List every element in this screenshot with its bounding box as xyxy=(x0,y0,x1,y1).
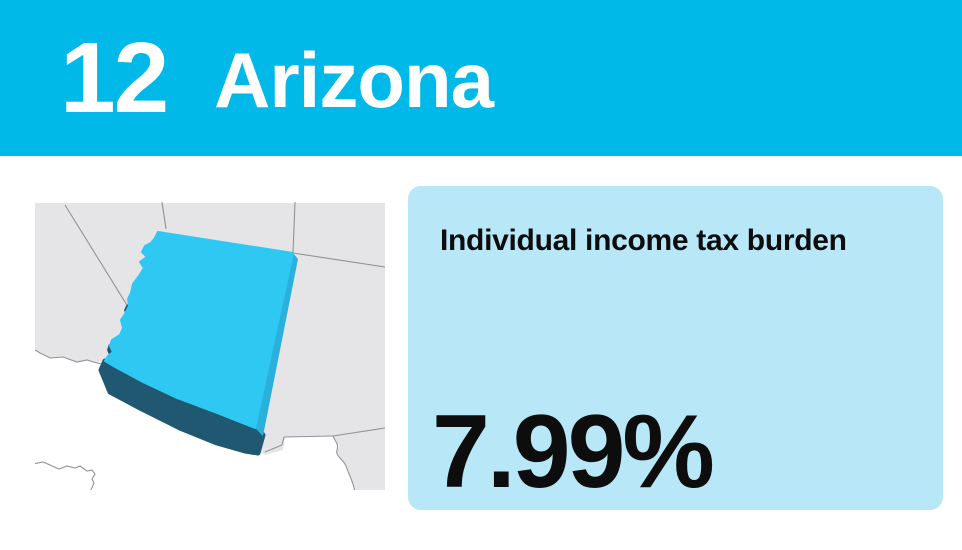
arizona-3d-map xyxy=(32,201,386,493)
border-nv-ut xyxy=(161,201,167,230)
border-nm-tx xyxy=(332,427,386,437)
state-title: Arizona xyxy=(214,36,494,124)
stat-title: Individual income tax burden xyxy=(440,224,847,257)
rank-number: 12 xyxy=(60,22,169,134)
stat-value: 7.99% xyxy=(432,394,715,510)
stat-card: Individual income tax burden 7.99% xyxy=(408,186,943,510)
border-ut-co xyxy=(292,201,296,254)
border-ca-coast xyxy=(34,349,108,366)
baja-coast-shape xyxy=(32,461,96,493)
header-bar: 12 Arizona xyxy=(0,0,962,156)
arizona-side-face xyxy=(255,253,298,436)
border-rio-grande xyxy=(332,435,356,493)
border-co-nm xyxy=(292,252,386,268)
border-ca-nv xyxy=(64,204,131,311)
border-nm-south xyxy=(264,435,334,453)
river-notch-2 xyxy=(107,344,114,357)
map-panel xyxy=(32,200,386,493)
arizona-shape xyxy=(104,231,294,429)
